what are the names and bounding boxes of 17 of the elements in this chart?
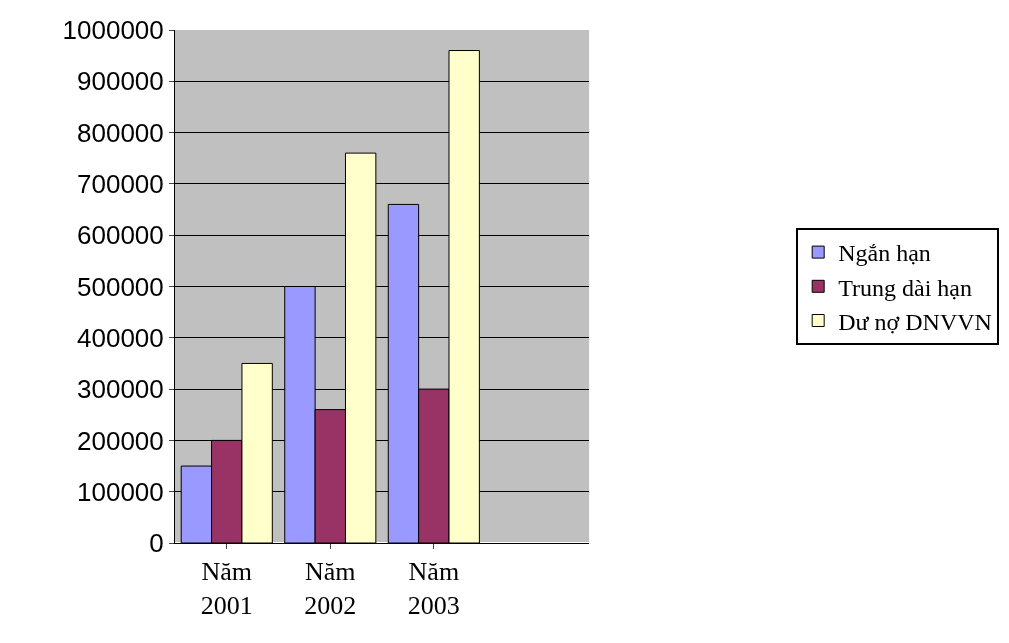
legend-label: Dư nợ DNVVN: [838, 308, 992, 335]
legend-label: Trung dài hạn: [838, 274, 972, 301]
y-tick-label: 600000: [77, 220, 164, 251]
y-tick-label: 0: [149, 528, 164, 559]
y-tick-label: 400000: [77, 322, 164, 353]
y-tick-label: 500000: [77, 271, 164, 302]
y-tick-label: 1000000: [62, 15, 164, 46]
x-tick-label: Năm 2001: [200, 557, 253, 620]
y-tick-label: 900000: [77, 66, 164, 97]
x-tick-label: Năm 2002: [304, 557, 357, 620]
y-tick-label: 300000: [77, 374, 164, 405]
y-tick-label: 700000: [77, 169, 164, 199]
y-tick-label: 200000: [77, 425, 164, 456]
legend-label: Ngắn hạn: [838, 240, 931, 267]
y-tick-label: 100000: [77, 476, 164, 507]
y-tick-label: 800000: [77, 117, 164, 148]
x-tick-label: Năm 2003: [407, 557, 460, 620]
